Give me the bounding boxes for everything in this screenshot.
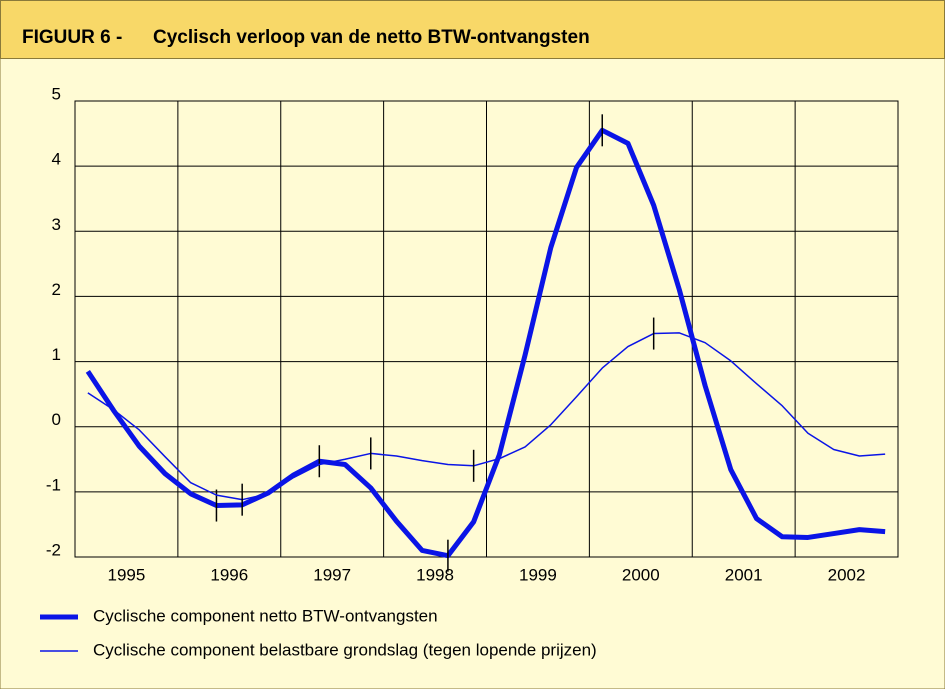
y-tick-label: -2 xyxy=(46,540,61,559)
y-tick-label: 1 xyxy=(52,345,61,364)
x-tick-label: 1995 xyxy=(108,565,146,584)
x-tick-label: 1999 xyxy=(519,565,557,584)
legend-label: Cyclische component netto BTW-ontvangste… xyxy=(93,606,438,625)
header xyxy=(0,0,945,59)
x-tick-label: 1996 xyxy=(210,565,248,584)
y-tick-label: -1 xyxy=(46,475,61,494)
y-tick-label: 3 xyxy=(52,215,61,234)
legend-label: Cyclische component belastbare grondslag… xyxy=(93,640,597,659)
x-tick-label: 2001 xyxy=(725,565,763,584)
figure-label: FIGUUR 6 - xyxy=(22,27,122,48)
x-tick-label: 1997 xyxy=(313,565,351,584)
series-line xyxy=(85,127,886,559)
y-tick-label: 5 xyxy=(52,84,61,103)
x-tick-label: 2000 xyxy=(622,565,660,584)
y-tick-label: 2 xyxy=(52,280,61,299)
x-tick-label: 1998 xyxy=(416,565,454,584)
series-line xyxy=(87,332,886,501)
y-tick-label: 0 xyxy=(52,410,61,429)
y-tick-label: 4 xyxy=(52,150,61,169)
x-tick-label: 2002 xyxy=(828,565,866,584)
chart-title: Cyclisch verloop van de netto BTW-ontvan… xyxy=(153,27,590,48)
